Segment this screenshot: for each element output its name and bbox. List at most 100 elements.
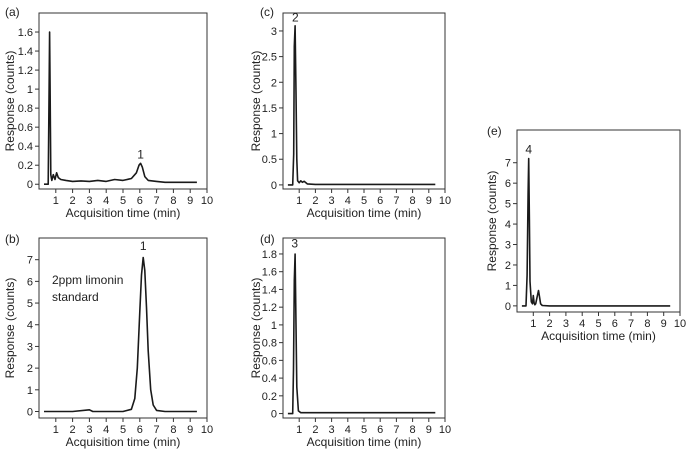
y-tick-label: 4 <box>505 219 511 231</box>
y-tick-label: 5 <box>27 298 33 310</box>
plot-frame <box>282 12 446 190</box>
plot-frame <box>516 129 681 313</box>
chart-panel-a: 1 2 3 4 5 6 7 8 9 1000.20.40.60.811.21.41.6Acquis… <box>3 5 213 220</box>
x-tick-label: 2 <box>547 318 553 330</box>
y-tick-label: 1.6 <box>18 27 33 39</box>
x-tick-label: 5 <box>120 424 126 436</box>
y-axis-label: Response (counts) <box>3 51 17 152</box>
x-axis-label: Acquisition time (min) <box>307 206 422 220</box>
panel-label: (d) <box>260 232 275 246</box>
x-tick-label: 8 <box>644 318 650 330</box>
peak-label: 4 <box>525 143 532 157</box>
x-tick-label: 4 <box>579 318 585 330</box>
y-tick-label: 5 <box>505 199 511 211</box>
y-tick-label: 0.8 <box>18 103 33 115</box>
standard-annotation: 2ppm limonin standard <box>52 273 123 304</box>
y-tick-label: 0 <box>505 301 511 313</box>
y-tick-label: 1.4 <box>262 284 277 296</box>
x-tick-label: 10 <box>439 424 451 436</box>
annotation-line: standard <box>52 290 99 304</box>
y-tick-label: 2.5 <box>262 52 277 64</box>
y-tick-label: 0 <box>27 406 33 418</box>
x-tick-label: 7 <box>154 424 160 436</box>
x-tick-label: 3 <box>329 195 335 207</box>
y-tick-label: 3 <box>27 341 33 353</box>
x-tick-label: 4 <box>345 195 351 207</box>
x-axis-label: Acquisition time (min) <box>66 206 181 220</box>
x-tick-label: 2 <box>312 195 318 207</box>
peak-label: 3 <box>291 237 298 251</box>
x-tick-label: 5 <box>595 318 601 330</box>
y-axis-label: Response (counts) <box>249 278 263 379</box>
x-tick-label: 7 <box>393 195 399 207</box>
x-tick-label: 6 <box>137 424 143 436</box>
x-axis-label: Acquisition time (min) <box>541 329 656 343</box>
y-axis-label: Response (counts) <box>485 171 499 272</box>
chromatogram-trace <box>44 256 197 413</box>
x-tick-label: 1 <box>53 195 59 207</box>
x-tick-label: 9 <box>187 195 193 207</box>
y-tick-label: 2 <box>271 77 277 89</box>
x-tick-label: 1 <box>530 318 536 330</box>
y-tick-label: 7 <box>27 255 33 267</box>
plot-frame <box>282 237 446 419</box>
y-tick-label: 0 <box>271 180 277 192</box>
x-tick-label: 4 <box>103 195 109 207</box>
x-tick-label: 10 <box>674 318 686 330</box>
y-tick-label: 0.5 <box>262 154 277 166</box>
x-tick-label: 10 <box>439 195 451 207</box>
x-tick-label: 3 <box>329 424 335 436</box>
x-tick-label: 7 <box>154 195 160 207</box>
chromatogram-trace <box>287 24 436 186</box>
y-tick-label: 0.6 <box>18 122 33 134</box>
y-tick-label: 1.8 <box>262 249 277 261</box>
panel-label: (b) <box>5 232 20 246</box>
y-tick-label: 1.5 <box>262 103 277 115</box>
x-tick-label: 1 <box>296 195 302 207</box>
y-tick-label: 0.8 <box>262 338 277 350</box>
x-tick-label: 6 <box>612 318 618 330</box>
peak-label: 1 <box>137 147 144 161</box>
y-tick-label: 3 <box>271 26 277 38</box>
x-tick-label: 2 <box>70 424 76 436</box>
y-tick-label: 1.4 <box>18 46 33 58</box>
y-tick-label: 1 <box>271 129 277 141</box>
y-tick-label: 0.4 <box>18 141 33 153</box>
peak-label: 1 <box>140 239 147 253</box>
x-axis-label: Acquisition time (min) <box>307 435 422 449</box>
panel-label: (c) <box>260 5 274 19</box>
x-tick-label: 1 <box>296 424 302 436</box>
y-tick-label: 0.6 <box>262 355 277 367</box>
x-tick-label: 9 <box>661 318 667 330</box>
y-tick-label: 0.4 <box>262 373 277 385</box>
y-tick-label: 4 <box>27 320 33 332</box>
x-tick-label: 6 <box>377 195 383 207</box>
x-tick-label: 9 <box>426 424 432 436</box>
y-tick-label: 0.2 <box>18 160 33 172</box>
y-axis-label: Response (counts) <box>249 51 263 152</box>
plot-frame <box>38 237 208 419</box>
x-tick-label: 8 <box>410 424 416 436</box>
y-tick-label: 1 <box>271 320 277 332</box>
y-tick-label: 0 <box>271 409 277 421</box>
y-tick-label: 6 <box>27 276 33 288</box>
y-axis-label: Response (counts) <box>3 278 17 379</box>
x-tick-label: 5 <box>361 424 367 436</box>
panel-label: (a) <box>5 5 20 19</box>
y-tick-label: 0 <box>27 179 33 191</box>
y-tick-label: 1 <box>27 84 33 96</box>
x-tick-label: 8 <box>410 195 416 207</box>
y-tick-label: 1 <box>27 385 33 397</box>
y-tick-label: 7 <box>505 158 511 170</box>
x-tick-label: 7 <box>393 424 399 436</box>
chromatogram-trace <box>44 31 197 185</box>
x-tick-label: 10 <box>201 424 213 436</box>
chromatogram-trace <box>287 253 436 415</box>
x-tick-label: 4 <box>103 424 109 436</box>
y-tick-label: 0.2 <box>262 391 277 403</box>
chart-panel-d: 1 2 3 4 5 6 7 8 9 1000.20.40.60.811.21.41.61.8Acq… <box>249 232 451 449</box>
x-axis-label: Acquisition time (min) <box>66 435 181 449</box>
